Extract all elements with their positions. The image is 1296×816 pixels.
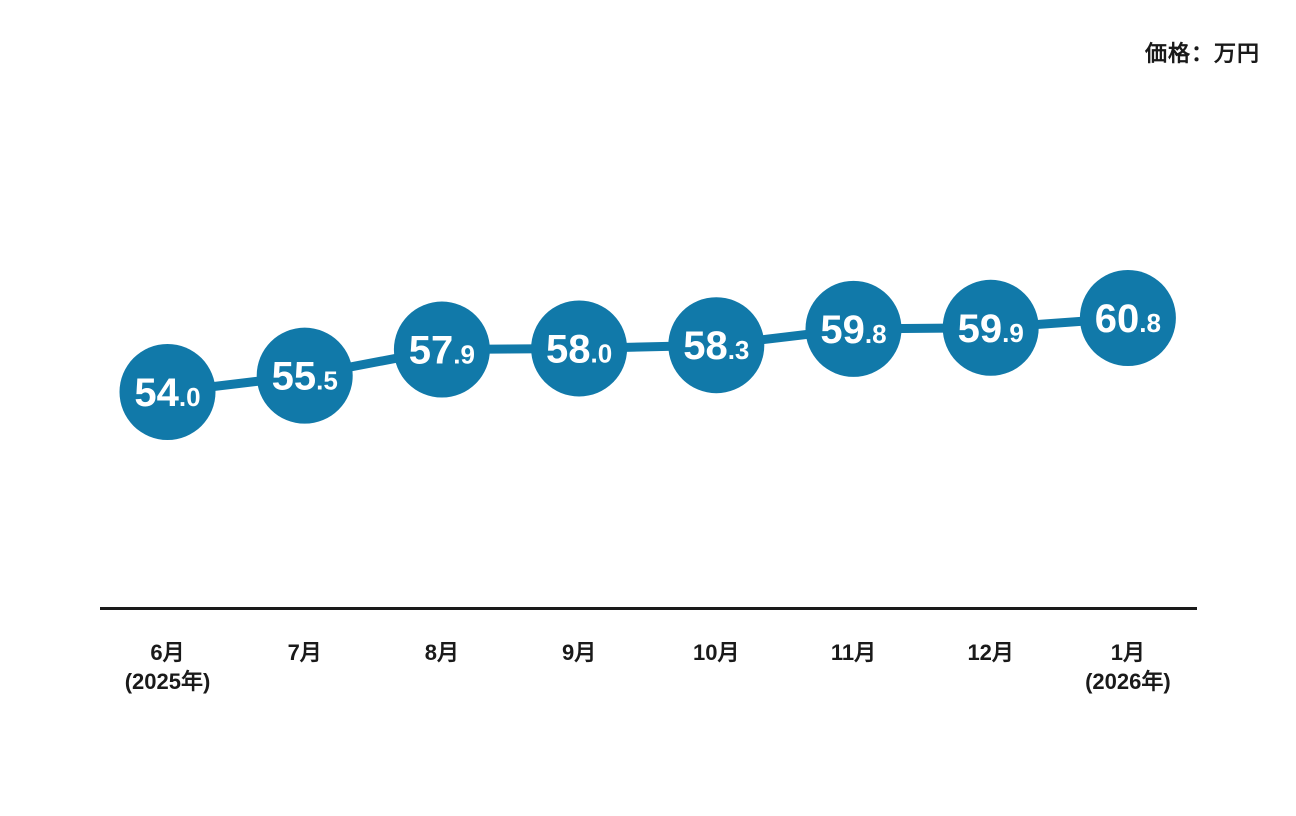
- data-point-value: 60.8: [1095, 297, 1161, 341]
- data-point-marker: [668, 297, 765, 394]
- data-point-value: 58.3: [683, 324, 749, 368]
- data-point-marker: [256, 327, 353, 424]
- data-point-value: 59.9: [958, 307, 1024, 351]
- data-point-marker: [1079, 270, 1176, 366]
- data-point-value: 55.5: [272, 355, 338, 399]
- data-point-marker: [393, 301, 490, 398]
- data-point-marker: [119, 344, 216, 440]
- unit-label: 価格：万円: [1144, 41, 1260, 66]
- data-point-value: 54.0: [134, 371, 200, 415]
- data-point-value: 59.8: [820, 308, 886, 352]
- data-point-marker: [805, 280, 902, 377]
- data-point-value: 58.0: [546, 327, 612, 371]
- data-point-marker: [942, 279, 1039, 376]
- data-point-value: 57.9: [409, 329, 475, 373]
- data-point-marker: [531, 300, 628, 397]
